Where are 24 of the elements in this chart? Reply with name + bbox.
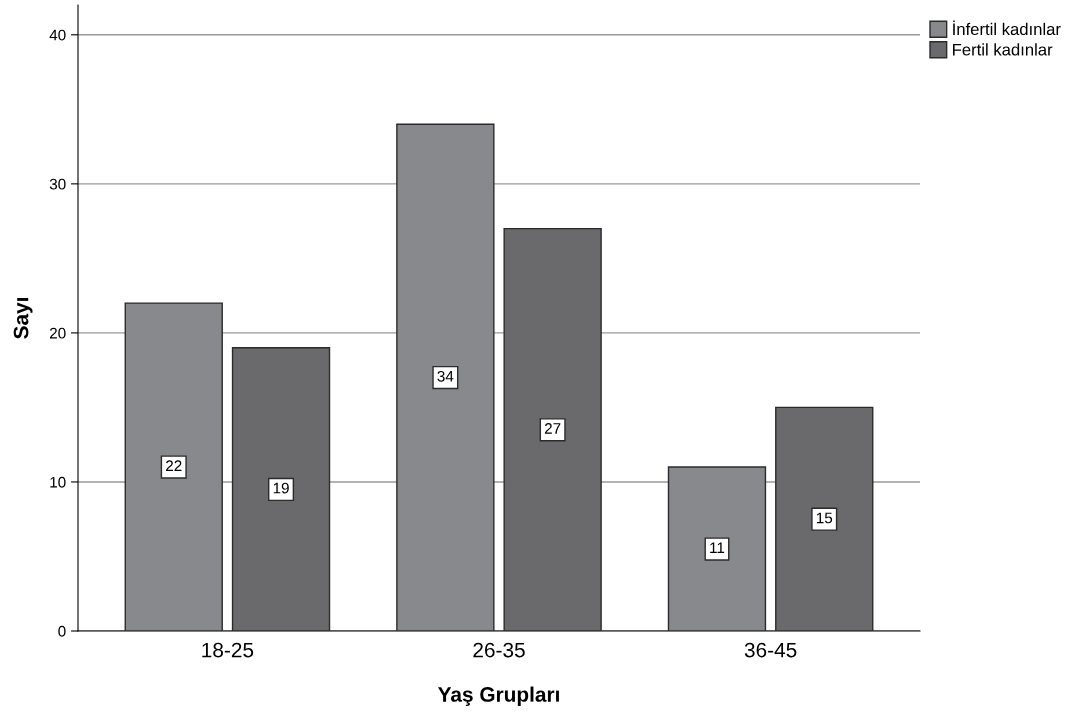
x-tick-label: 26-35: [473, 642, 525, 658]
legend-label: Fertil kadınlar: [953, 43, 1053, 56]
x-tick-label: 36-45: [744, 642, 797, 658]
bar: [124, 302, 223, 631]
data-label: 22: [166, 460, 182, 471]
y-tick-label: 0: [58, 625, 66, 637]
x-tick-label: 18-25: [202, 642, 254, 658]
bar: [231, 347, 331, 631]
data-label: 27: [544, 423, 561, 434]
y-tick-label: 40: [49, 29, 66, 41]
y-tick-label: 30: [49, 178, 66, 190]
y-tick-label: 10: [50, 476, 66, 488]
y-axis-title: Sayı: [13, 298, 33, 339]
data-label: 15: [816, 512, 833, 524]
data-label: 11: [710, 542, 725, 553]
legend-label: İnfertil kadınlar: [953, 20, 1061, 36]
data-label: 34: [437, 370, 454, 382]
y-tick-label: 20: [49, 327, 66, 339]
x-axis-title: Yaş Grupları: [437, 686, 559, 706]
bar: [396, 123, 495, 631]
bar: [775, 406, 874, 631]
bar: [503, 227, 602, 631]
data-label: 19: [273, 482, 289, 494]
bar: [667, 466, 767, 631]
